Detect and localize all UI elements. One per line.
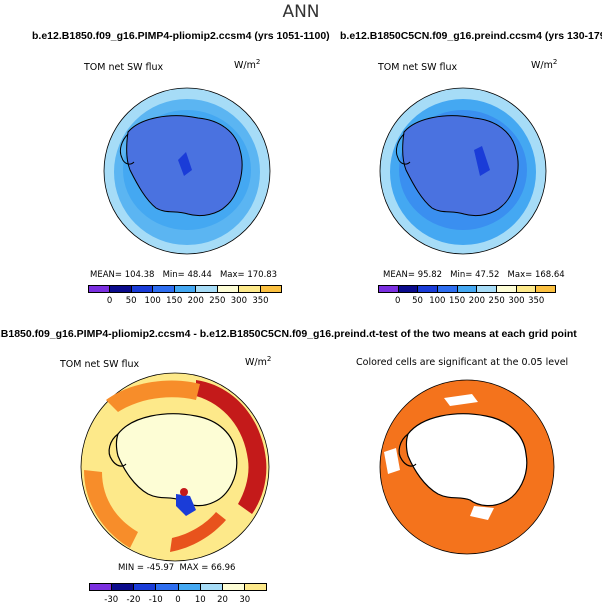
colorbar-swatch [131, 286, 154, 292]
colorbar-tick-label: 10 [194, 595, 206, 605]
panel1-title: b.e12.B1850.f09_g16.PIMP4-pliomip2.ccsm4… [32, 30, 330, 42]
colorbar-swatch [174, 286, 197, 292]
colorbar-swatch [244, 584, 266, 590]
colorbar-tick-label: 0 [106, 296, 113, 306]
panel1-inner-detail [178, 152, 192, 176]
colorbar-tick-label: -20 [126, 595, 141, 605]
panel4-white-patch-top [444, 394, 478, 406]
colorbar-swatch [200, 584, 223, 590]
panel3-colorbar [89, 583, 267, 591]
colorbar-swatch [222, 584, 245, 590]
colorbar-tick-label: 250 [209, 296, 226, 306]
panel3-stats: MIN = -45.97 MAX = 66.96 [118, 563, 236, 573]
panel3-red-arc [196, 380, 267, 514]
panel4-title: t-test of the two means at each grid poi… [372, 328, 577, 340]
colorbar-tick-label: -10 [148, 595, 163, 605]
panel2-continent [402, 115, 519, 217]
panel1-colorbar [88, 285, 282, 293]
panel1-units: W/m2 [234, 58, 261, 72]
colorbar-tick-label: 50 [412, 296, 423, 306]
page-title: ANN [282, 2, 320, 22]
colorbar-swatch [134, 584, 157, 590]
colorbar-swatch [398, 286, 419, 292]
colorbar-swatch [110, 286, 132, 292]
colorbar-tick-label: 100 [144, 296, 161, 306]
colorbar-swatch [418, 286, 439, 292]
colorbar-swatch [178, 584, 201, 590]
panel3-blue-patch [176, 494, 196, 516]
colorbar-swatch [153, 286, 175, 292]
panel3-units: W/m2 [245, 355, 272, 369]
colorbar-swatch [89, 286, 111, 292]
panel4-white-patch-left [384, 448, 400, 474]
panel1-peninsula [119, 133, 135, 165]
colorbar-tick-label: 150 [166, 296, 183, 306]
colorbar-tick-label: 30 [239, 595, 251, 605]
panel2-colorbar [378, 285, 556, 293]
panel3-orange-band [106, 380, 200, 412]
panel2-inner-detail [474, 146, 490, 176]
panel4-peninsula [398, 433, 417, 467]
colorbar-tick-label: 100 [429, 296, 446, 306]
panel4-white-patch-bottom [470, 506, 494, 520]
panel1-colorbar-ticks: 0 50 100 150 200 250 300 350 [88, 296, 282, 308]
panel2-title: b.e12.B1850C5CN.f09_g16.preind.ccsm4 (yr… [340, 30, 602, 42]
panel1-variable: TOM net SW flux [84, 62, 164, 73]
panel3-red-spot [180, 488, 188, 496]
panel2-colorbar-ticks: 0 50 100 150 200 250 300 350 [378, 296, 556, 308]
colorbar-tick-label: 50 [125, 296, 137, 306]
panel1-stats: MEAN= 104.38 Min= 48.44 Max= 170.83 [90, 270, 278, 280]
colorbar-tick-label: 350 [528, 296, 545, 306]
colorbar-swatch [90, 584, 113, 590]
colorbar-tick-label: 300 [508, 296, 525, 306]
colorbar-swatch [516, 286, 537, 292]
colorbar-tick-label: 200 [468, 296, 485, 306]
colorbar-swatch [196, 286, 218, 292]
colorbar-swatch [438, 286, 458, 292]
colorbar-swatch [217, 286, 240, 292]
colorbar-tick-label: 200 [187, 296, 204, 306]
panel2-stats: MEAN= 95.82 Min= 47.52 Max= 168.64 [383, 270, 565, 280]
panel3-continent [115, 413, 238, 507]
colorbar-swatch [156, 584, 179, 590]
colorbar-tick-label: 250 [488, 296, 505, 306]
colorbar-tick-label: 350 [252, 296, 269, 306]
colorbar-swatch [260, 286, 281, 292]
colorbar-swatch [112, 584, 135, 590]
panel3-peninsula [108, 433, 127, 467]
colorbar-tick-label: -30 [104, 595, 119, 605]
panel4-continent [405, 413, 528, 507]
panel3-orange-left [84, 470, 138, 548]
colorbar-tick-label: 0 [175, 595, 181, 605]
colorbar-swatch [477, 286, 498, 292]
colorbar-swatch [457, 286, 478, 292]
panel3-orange-right [170, 512, 226, 552]
panel3-variable: TOM net SW flux [60, 359, 140, 370]
panel2-variable: TOM net SW flux [378, 62, 458, 73]
colorbar-swatch [497, 286, 517, 292]
colorbar-tick-label: 150 [448, 296, 466, 306]
colorbar-swatch [536, 286, 556, 292]
panel4-subtitle: Colored cells are significant at the 0.0… [356, 357, 569, 368]
panel3-title: b.e12.B1850.f09_g16.PIMP4-pliomip2.ccsm4… [0, 328, 372, 340]
colorbar-tick-label: 20 [217, 595, 228, 605]
colorbar-tick-label: 0 [395, 296, 401, 306]
colorbar-swatch [379, 286, 399, 292]
panel2-units: W/m2 [531, 58, 558, 72]
colorbar-swatch [239, 286, 261, 292]
colorbar-tick-label: 300 [230, 296, 247, 306]
panel3-colorbar-ticks: -30 -20 -10 0 10 20 30 [89, 595, 267, 607]
panel2-peninsula [395, 133, 411, 165]
